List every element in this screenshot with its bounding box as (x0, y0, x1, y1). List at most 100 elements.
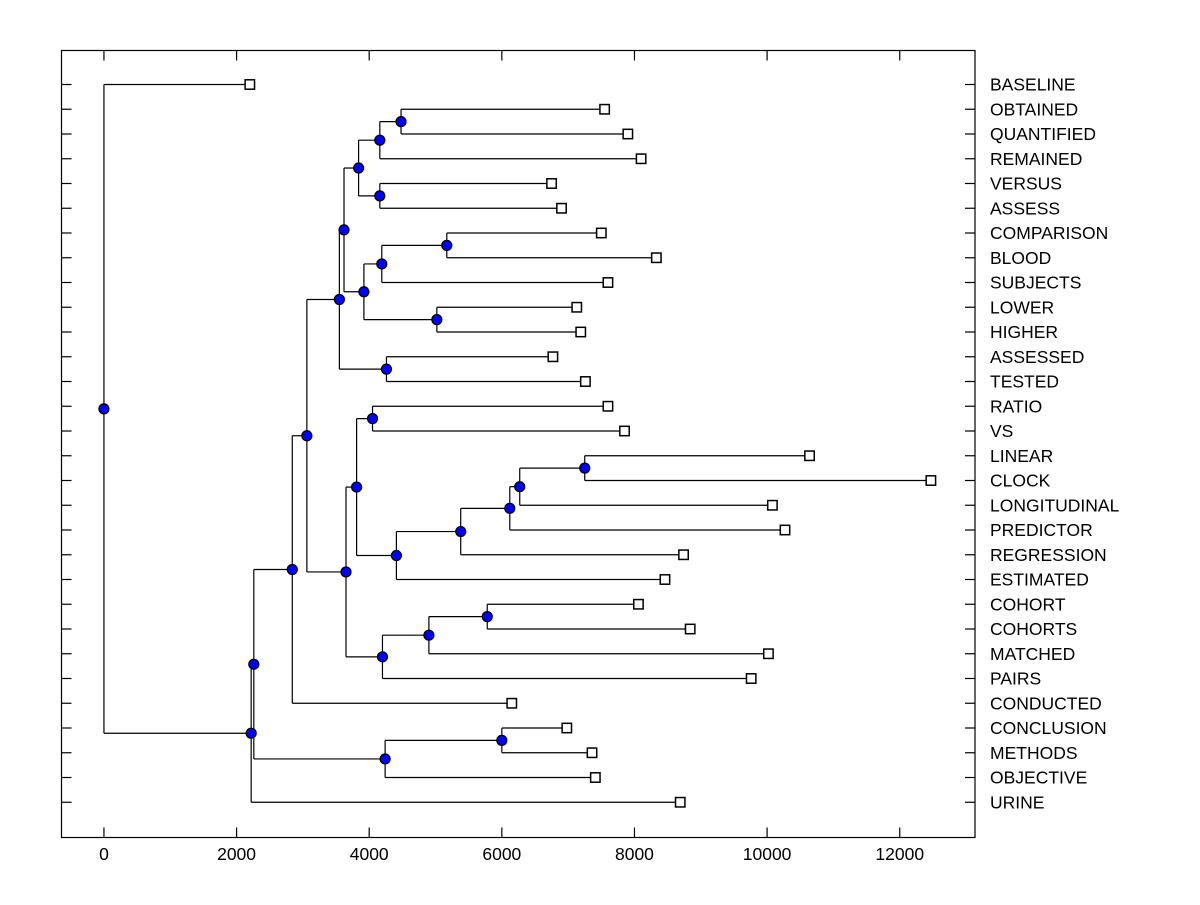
leaf-marker (602, 277, 614, 288)
leaf-marker (674, 796, 686, 808)
leaf-label: URINE (990, 792, 1044, 812)
leaf-label: LINEAR (990, 446, 1053, 466)
leaf-marker (546, 178, 558, 189)
leaf-label: ASSESSED (990, 347, 1084, 367)
branch-node-marker (286, 563, 298, 576)
leaf-marker (244, 79, 256, 90)
leaf-label: QUANTIFIED (990, 124, 1096, 144)
leaf-marker (506, 697, 518, 709)
leaf-label: VS (990, 421, 1013, 441)
leaf-label: REMAINED (990, 149, 1082, 169)
branch-node-marker (504, 502, 516, 514)
leaf-marker (632, 598, 644, 610)
leaf-label: LONGITUDINAL (990, 495, 1120, 515)
branch-node-marker (390, 549, 402, 562)
leaf-label: PREDICTOR (990, 520, 1093, 540)
leaf-label: LOWER (990, 297, 1054, 317)
branch-node-marker (248, 658, 260, 670)
x-axis-tick-label: 10000 (743, 844, 792, 864)
branch-node-marker (333, 293, 345, 306)
leaf-label: TESTED (990, 372, 1059, 392)
leaf-marker (595, 227, 607, 239)
leaf-label: OBJECTIVE (990, 768, 1087, 788)
x-axis-tick-label: 8000 (615, 844, 654, 864)
leaf-marker (575, 326, 587, 338)
leaf-label: COMPARISON (990, 223, 1108, 243)
leaf-marker (925, 475, 937, 486)
x-axis-tick-label: 0 (99, 844, 109, 864)
leaf-marker (579, 376, 591, 387)
branch-node-marker (245, 727, 257, 739)
leaf-label: ASSESS (990, 198, 1060, 218)
leaf-marker (684, 623, 696, 635)
leaf-marker (619, 425, 630, 437)
branch-node-marker (301, 430, 313, 442)
leaf-marker (547, 351, 559, 363)
leaf-marker (779, 524, 791, 536)
leaf-marker (762, 648, 774, 660)
branch-node-marker (376, 258, 388, 270)
branch-node-marker (366, 413, 379, 425)
branch-node-marker (579, 462, 591, 474)
leaf-marker (599, 103, 611, 115)
branch-node-marker (423, 629, 435, 641)
plot-border (60, 49, 976, 839)
leaf-label: RATIO (990, 396, 1042, 416)
leaf-label: REGRESSION (990, 545, 1107, 565)
branch-node-marker (481, 611, 493, 623)
branch-node-marker (431, 314, 443, 326)
branch-node-marker (441, 239, 453, 251)
branch-node-marker (98, 403, 110, 415)
leaf-label: HIGHER (990, 322, 1058, 342)
leaf-label: COHORTS (990, 619, 1077, 639)
branch-node-marker (374, 190, 386, 202)
x-axis-tick-label: 4000 (350, 844, 389, 864)
branch-node-marker (455, 525, 467, 538)
branch-node-marker (376, 651, 389, 663)
x-axis-tick-label: 12000 (875, 844, 924, 864)
leaf-marker (602, 400, 614, 412)
leaf-marker (571, 301, 583, 313)
leaf-label: PAIRS (990, 669, 1041, 689)
leaf-label: MATCHED (990, 644, 1075, 664)
leaf-marker (589, 772, 601, 783)
leaf-label: OBTAINED (990, 99, 1078, 119)
branch-node-marker (380, 363, 393, 375)
branch-node-marker (351, 481, 363, 493)
leaf-marker (586, 747, 598, 759)
leaf-marker (561, 722, 573, 734)
leaf-label: CONCLUSION (990, 718, 1107, 738)
branch-node-marker (395, 116, 407, 128)
leaf-marker (766, 499, 778, 511)
leaf-marker (556, 202, 567, 214)
branch-node-marker (379, 753, 391, 765)
leaf-marker (678, 549, 689, 561)
leaf-label: CLOCK (990, 471, 1051, 491)
leaf-label: COHORT (990, 594, 1066, 614)
leaf-marker (635, 153, 647, 165)
x-axis-tick-label: 6000 (482, 844, 521, 864)
leaf-marker (659, 574, 671, 585)
leaf-marker (622, 128, 634, 140)
leaf-label: BASELINE (990, 75, 1076, 95)
leaf-marker (804, 450, 815, 462)
x-axis-tick-label: 2000 (217, 844, 256, 864)
leaf-label: CONDUCTED (990, 693, 1102, 713)
branch-node-marker (514, 481, 526, 493)
leaf-marker (745, 673, 757, 684)
leaf-label: METHODS (990, 743, 1078, 763)
branch-node-marker (496, 734, 508, 746)
branch-node-marker (338, 224, 350, 236)
leaf-label: SUBJECTS (990, 273, 1081, 293)
branch-node-marker (374, 134, 386, 146)
leaf-marker (650, 252, 662, 264)
leaf-label: VERSUS (990, 174, 1062, 194)
leaf-label: BLOOD (990, 248, 1051, 268)
branch-node-marker (358, 286, 370, 298)
branch-node-marker (340, 566, 352, 578)
leaf-label: ESTIMATED (990, 570, 1089, 590)
branch-node-marker (352, 162, 365, 174)
